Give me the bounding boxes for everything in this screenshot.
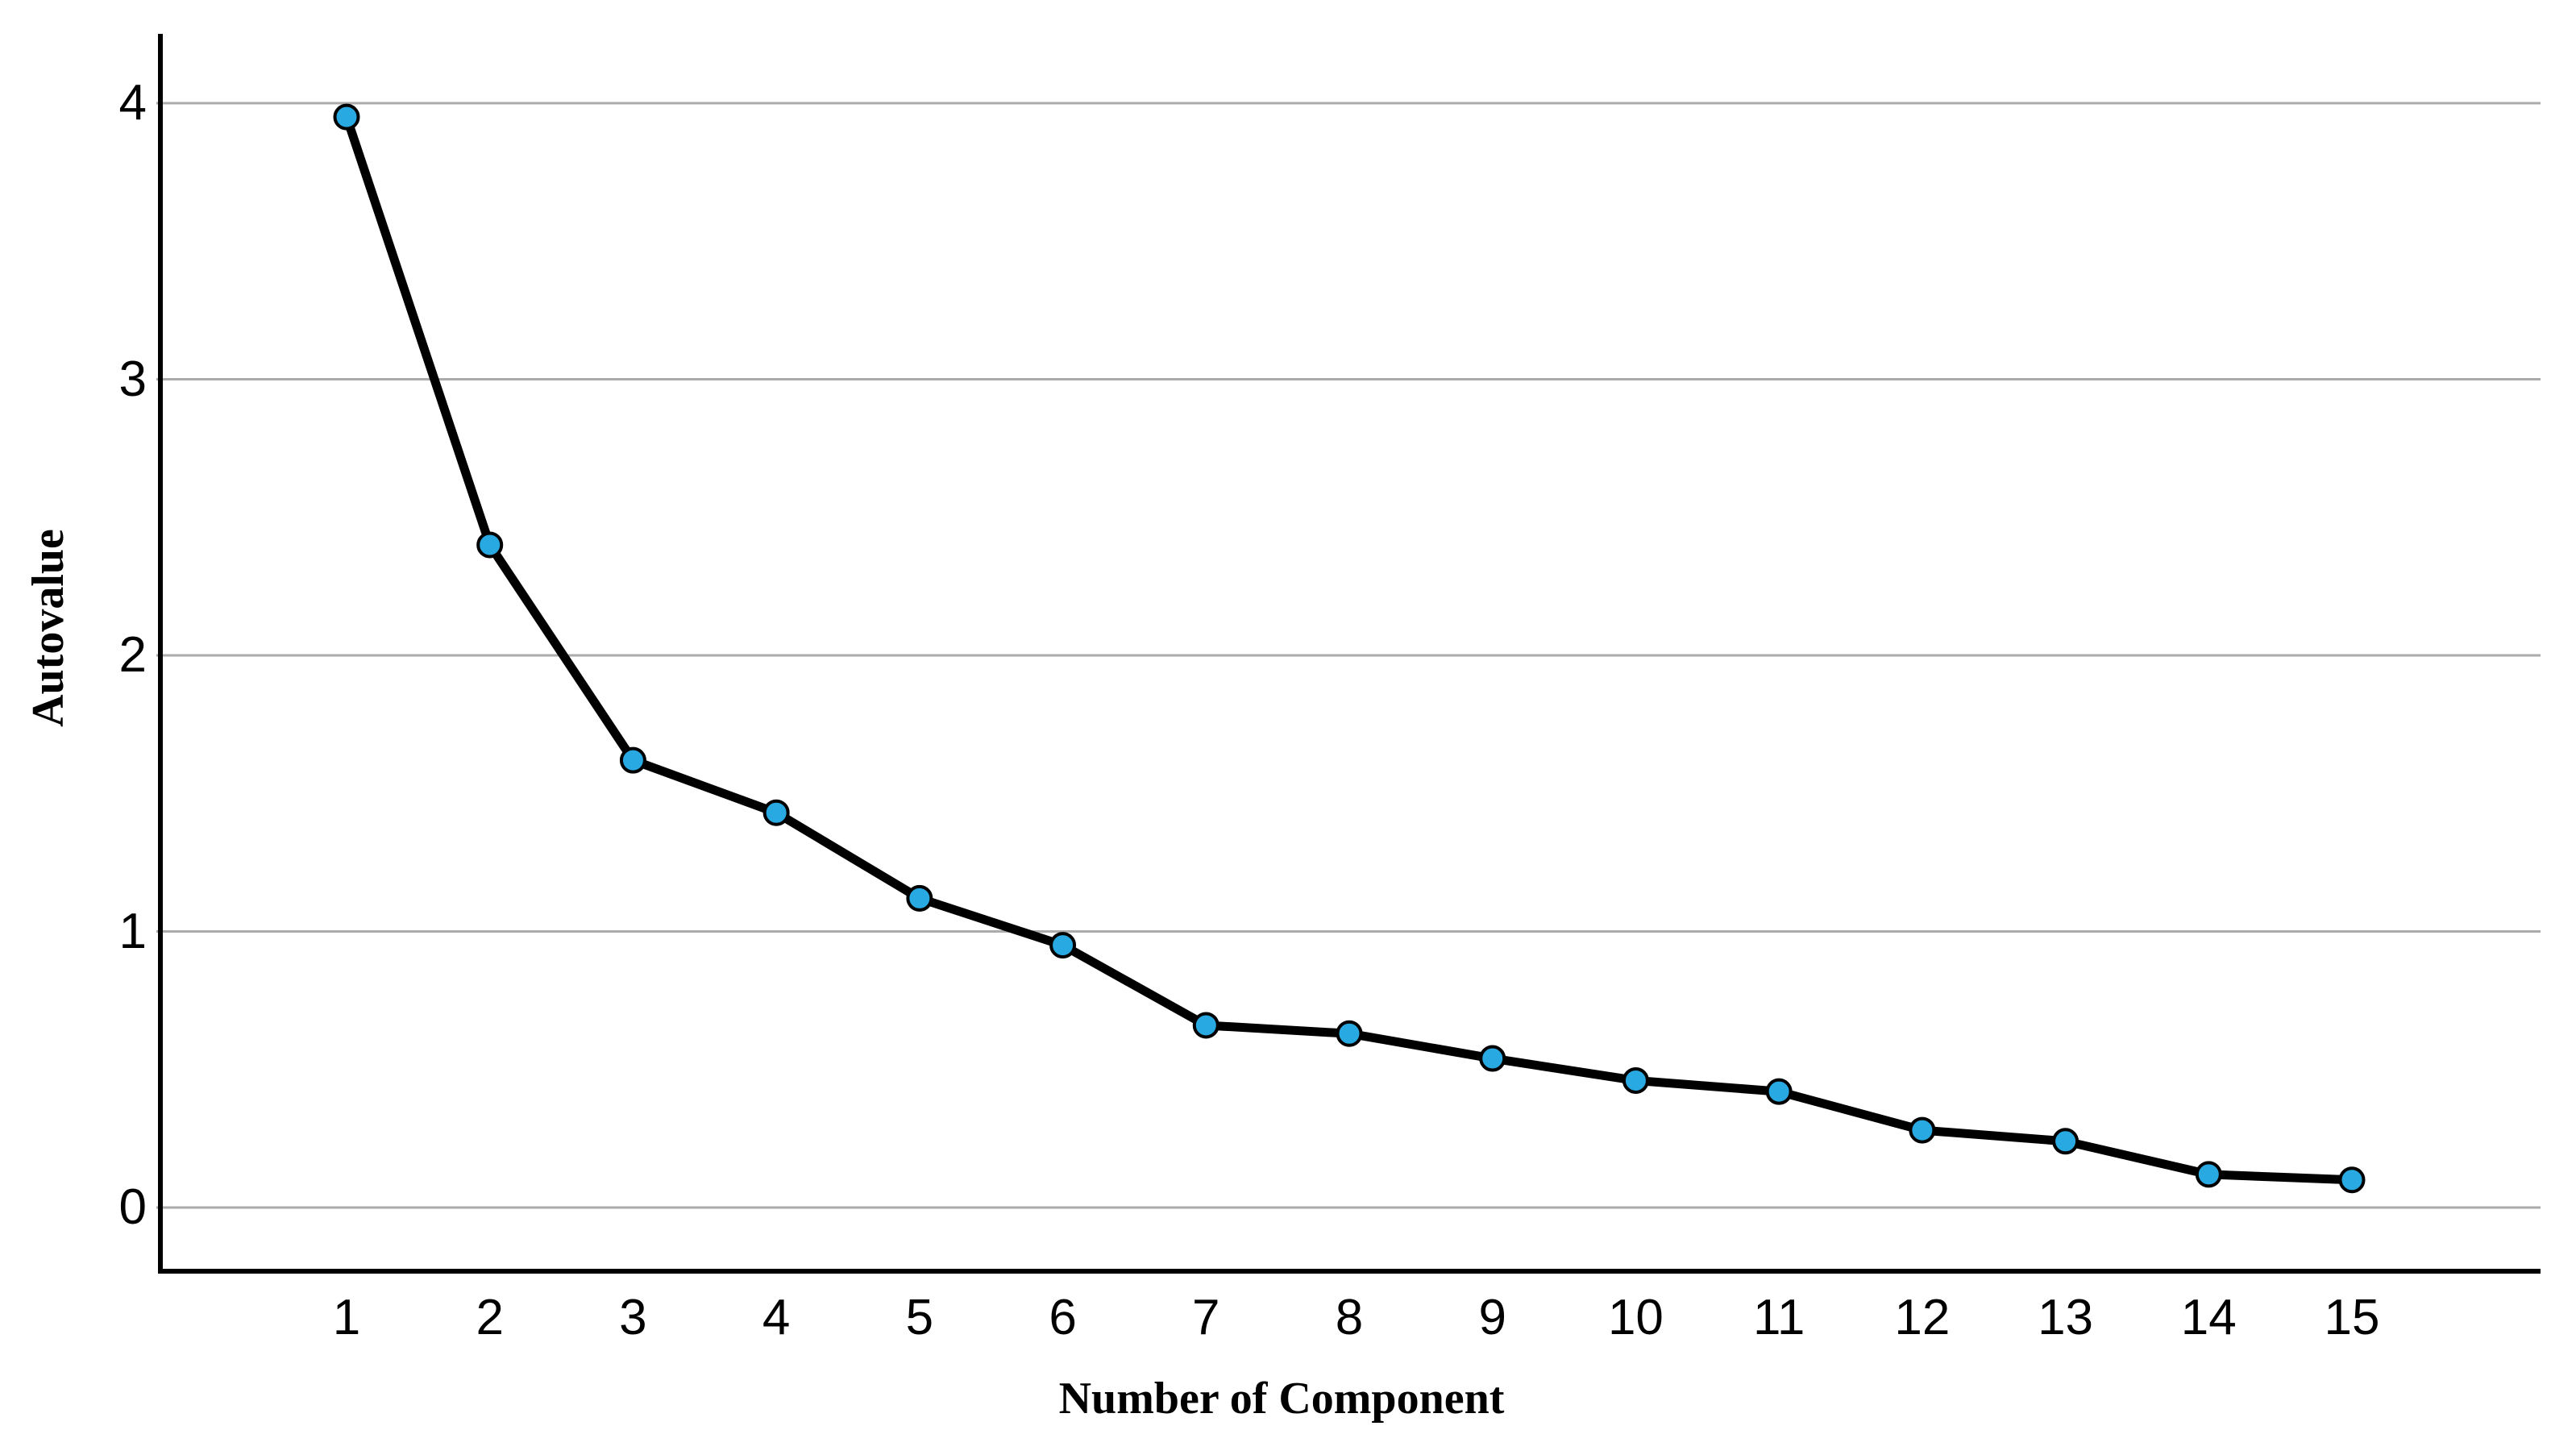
data-point-marker — [762, 799, 790, 826]
x-tick-label: 6 — [1049, 1290, 1077, 1345]
data-point-marker — [1909, 1116, 1936, 1144]
data-point-marker — [1622, 1066, 1649, 1094]
data-point-marker — [1336, 1020, 1363, 1047]
data-point-marker — [1765, 1078, 1793, 1105]
data-point-marker — [2338, 1166, 2366, 1194]
data-point-marker — [906, 884, 933, 912]
x-tick-label: 4 — [762, 1290, 791, 1345]
x-tick-label: 10 — [1607, 1290, 1664, 1345]
x-axis-title: Number of Component — [1058, 1374, 1505, 1424]
x-tick-label: 13 — [2038, 1290, 2094, 1345]
x-tick-label: 1 — [332, 1290, 361, 1345]
data-point-marker — [1049, 932, 1077, 959]
y-tick-label: 2 — [118, 627, 147, 683]
y-tick-label: 1 — [118, 903, 147, 959]
x-tick-label: 7 — [1192, 1290, 1220, 1345]
data-point-marker — [333, 103, 360, 131]
x-tick-label: 14 — [2180, 1290, 2237, 1345]
x-tick-label: 2 — [476, 1290, 504, 1345]
x-tick-label: 5 — [905, 1290, 934, 1345]
y-tick-label: 4 — [118, 75, 147, 131]
data-point-marker — [2052, 1128, 2079, 1155]
y-axis-title: Autovalue — [23, 529, 73, 727]
x-tick-label: 3 — [619, 1290, 647, 1345]
data-point-marker — [1479, 1045, 1506, 1072]
x-tick-label: 11 — [1752, 1290, 1805, 1345]
data-point-marker — [2195, 1161, 2222, 1188]
data-point-marker — [476, 531, 504, 559]
y-tick-label: 3 — [118, 351, 147, 407]
data-point-marker — [619, 746, 646, 774]
x-tick-label: 15 — [2324, 1290, 2380, 1345]
x-tick-label: 12 — [1894, 1290, 1951, 1345]
x-tick-label: 9 — [1478, 1290, 1506, 1345]
x-tick-label: 8 — [1335, 1290, 1364, 1345]
data-point-marker — [1192, 1012, 1219, 1039]
y-tick-label: 0 — [118, 1179, 147, 1235]
